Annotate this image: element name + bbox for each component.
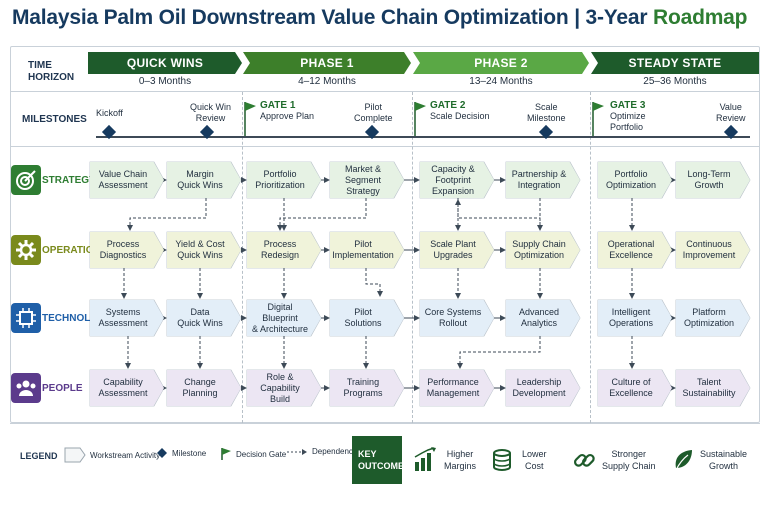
outcome-stronger-supply-chain: Stronger Supply Chain bbox=[572, 440, 656, 480]
dependency-arrow bbox=[365, 268, 383, 297]
workstream-activity[interactable]: Portfolio Optimization bbox=[598, 162, 672, 198]
milestones-header: MILESTONES bbox=[22, 114, 87, 125]
workstream-activity[interactable]: Performance Management bbox=[420, 370, 494, 406]
lane-label: STRATEGY bbox=[42, 175, 96, 186]
phase-duration: 13–24 Months bbox=[469, 76, 533, 87]
dependency-arrow bbox=[127, 198, 207, 231]
phase-separator bbox=[590, 92, 591, 423]
phase-header: PHASE 1 bbox=[243, 52, 411, 74]
chain-link-icon bbox=[573, 453, 595, 467]
key-outcomes-label: KEY OUTCOMES bbox=[352, 436, 410, 484]
workstream-activity[interactable]: Portfolio Prioritization bbox=[247, 162, 321, 198]
workstream-activity[interactable]: Capacity & Footprint Expansion bbox=[420, 162, 494, 198]
milestone-pilot-label: Pilot Complete bbox=[354, 102, 393, 123]
workstream-activity[interactable]: Process Diagnostics bbox=[90, 232, 164, 268]
lane-label: PEOPLE bbox=[42, 383, 83, 394]
workstream-activity[interactable]: Platform Optimization bbox=[676, 300, 750, 336]
legend-milestone: Milestone bbox=[156, 447, 206, 459]
workstream-activity[interactable]: Margin Quick Wins bbox=[167, 162, 241, 198]
workstream-activity[interactable]: Training Programs bbox=[330, 370, 404, 406]
gate-3-flag-icon bbox=[592, 102, 604, 136]
workstream-activity[interactable]: Data Quick Wins bbox=[167, 300, 241, 336]
roadmap-frame bbox=[10, 46, 760, 423]
outcome-lower-cost: Lower Cost bbox=[492, 440, 547, 480]
phase-duration: 25–36 Months bbox=[643, 76, 707, 87]
workstream-activity[interactable]: Value Chain Assessment bbox=[90, 162, 164, 198]
bar-chart-icon bbox=[414, 447, 436, 471]
legend-label: LEGEND bbox=[20, 451, 58, 461]
workstream-activity[interactable]: Culture of Excellence bbox=[598, 370, 672, 406]
legend-workstream: Workstream Activity bbox=[64, 447, 160, 463]
workstream-activity[interactable]: Talent Sustainability bbox=[676, 370, 750, 406]
phase-separator bbox=[412, 92, 413, 423]
target-icon bbox=[11, 165, 41, 195]
phase-header: PHASE 2 bbox=[413, 52, 589, 74]
milestone-scale-label: Scale Milestone bbox=[527, 102, 566, 123]
time-horizon-header: TIME HORIZON bbox=[28, 60, 75, 83]
dependency-arrow bbox=[457, 336, 541, 369]
people-icon bbox=[11, 373, 41, 403]
workstream-activity[interactable]: Operational Excellence bbox=[598, 232, 672, 268]
workstream-activity[interactable]: Capability Assessment bbox=[90, 370, 164, 406]
workstream-activity[interactable]: Process Redesign bbox=[247, 232, 321, 268]
lane-label: TECHNOLOGY bbox=[42, 313, 113, 324]
dependency-arrow bbox=[455, 199, 541, 230]
workstream-activity[interactable]: Advanced Analytics bbox=[506, 300, 580, 336]
leaf-icon bbox=[675, 450, 692, 471]
divider bbox=[10, 146, 760, 147]
milestone-timeline bbox=[96, 136, 750, 138]
phase-header: QUICK WINS bbox=[88, 52, 242, 74]
dependency-arrow bbox=[277, 198, 367, 231]
workstream-shape-icon bbox=[64, 447, 86, 463]
workstream-activity[interactable]: Continuous Improvement bbox=[676, 232, 750, 268]
workstream-activity[interactable]: Digital Blueprint & Architecture bbox=[247, 300, 321, 336]
divider bbox=[10, 91, 760, 92]
divider bbox=[10, 423, 760, 424]
coins-icon bbox=[493, 449, 511, 471]
gate-1-label: GATE 1 Approve Plan bbox=[260, 100, 315, 121]
lane-label: OPERATIONS bbox=[42, 245, 108, 256]
page-title: Malaysia Palm Oil Downstream Value Chain… bbox=[12, 6, 748, 29]
workstream-activity[interactable]: Partnership & Integration bbox=[506, 162, 580, 198]
gear-icon bbox=[11, 235, 41, 265]
outcome-higher-margins: Higher Margins bbox=[412, 440, 476, 480]
milestone-kickoff-label: Kickoff bbox=[96, 108, 123, 118]
workstream-activity[interactable]: Yield & Cost Quick Wins bbox=[167, 232, 241, 268]
workstream-activity[interactable]: Supply Chain Optimization bbox=[506, 232, 580, 268]
workstream-activity[interactable]: Core Systems Rollout bbox=[420, 300, 494, 336]
chip-icon bbox=[11, 303, 41, 333]
milestone-value-label: Value Review bbox=[716, 102, 746, 123]
phase-duration: 0–3 Months bbox=[138, 76, 192, 87]
workstream-activity[interactable]: Long-Term Growth bbox=[676, 162, 750, 198]
phase-header: STEADY STATE bbox=[591, 52, 759, 74]
milestone-diamond-icon bbox=[157, 448, 167, 458]
workstream-activity[interactable]: Intelligent Operations bbox=[598, 300, 672, 336]
decision-flag-icon bbox=[221, 448, 231, 460]
workstream-activity[interactable]: Leadership Development bbox=[506, 370, 580, 406]
phase-separator bbox=[242, 92, 243, 423]
dependency-arrow-icon bbox=[287, 448, 307, 455]
gate-1-flag-icon bbox=[244, 102, 256, 136]
legend-dependency: Dependency bbox=[286, 447, 357, 456]
legend-gate: Decision Gate bbox=[220, 447, 286, 461]
workstream-activity[interactable]: Pilot Solutions bbox=[330, 300, 404, 336]
workstream-activity[interactable]: Systems Assessment bbox=[90, 300, 164, 336]
gate-2-label: GATE 2 Scale Decision bbox=[430, 100, 490, 121]
outcome-sustainable-growth: Sustainable Growth bbox=[672, 440, 747, 480]
workstream-activity[interactable]: Pilot Implementation bbox=[330, 232, 404, 268]
milestone-quick-win-label: Quick Win Review bbox=[190, 102, 232, 123]
workstream-activity[interactable]: Scale Plant Upgrades bbox=[420, 232, 494, 268]
workstream-activity[interactable]: Change Planning bbox=[167, 370, 241, 406]
gate-3-label: GATE 3 Optimize Portfolio bbox=[610, 100, 646, 132]
gate-2-flag-icon bbox=[414, 102, 426, 136]
workstream-activity[interactable]: Market & Segment Strategy bbox=[330, 162, 404, 198]
phase-duration: 4–12 Months bbox=[298, 76, 356, 87]
workstream-activity[interactable]: Role & Capability Build bbox=[247, 370, 321, 406]
